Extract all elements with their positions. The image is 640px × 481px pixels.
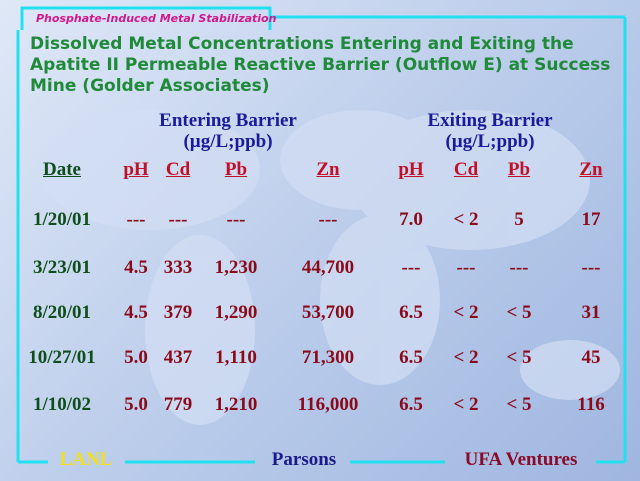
value-cell: 31	[581, 302, 601, 323]
date-cell: 8/20/01	[32, 302, 92, 323]
group-units: (µg/L;ppb)	[445, 131, 535, 152]
value-cell: 71,300	[301, 347, 355, 368]
column-header: pH	[398, 159, 424, 180]
value-cell: ---	[509, 257, 529, 278]
date-cell: 10/27/01	[28, 347, 96, 368]
value-cell: < 2	[453, 302, 479, 323]
value-cell: 4.5	[124, 257, 148, 278]
value-cell: 53,700	[301, 302, 355, 323]
value-cell: 5.0	[124, 394, 148, 415]
value-cell: 1,110	[215, 347, 257, 368]
footer-label: Parsons	[271, 449, 337, 470]
value-cell: < 2	[453, 394, 479, 415]
value-cell: 379	[163, 302, 193, 323]
value-cell: 6.5	[399, 302, 423, 323]
column-header: Zn	[316, 159, 340, 180]
column-header: Zn	[579, 159, 603, 180]
column-header: Pb	[507, 159, 531, 180]
value-cell: 779	[163, 394, 193, 415]
title-line: Mine (Golder Associates)	[30, 76, 270, 96]
group-title: Entering Barrier	[159, 110, 297, 131]
date-cell: 3/23/01	[32, 257, 92, 278]
title-line: Dissolved Metal Concentrations Entering …	[30, 34, 574, 54]
column-header: Date	[43, 159, 81, 180]
footer-label: LANL	[59, 449, 113, 470]
value-cell: 44,700	[301, 257, 355, 278]
value-cell: 45	[581, 347, 601, 368]
value-cell: 7.0	[399, 209, 423, 230]
value-cell: ---	[581, 257, 601, 278]
value-cell: ---	[126, 209, 146, 230]
value-cell: 1,210	[214, 394, 258, 415]
date-cell: 1/20/01	[32, 209, 92, 230]
column-header: pH	[123, 159, 149, 180]
value-cell: < 5	[506, 394, 532, 415]
date-cell: 1/10/02	[32, 394, 92, 415]
value-cell: 116	[577, 394, 605, 415]
value-cell: ---	[456, 257, 476, 278]
value-cell: 116,000	[297, 394, 359, 415]
value-cell: < 5	[506, 302, 532, 323]
value-cell: 333	[163, 257, 193, 278]
footer-label: UFA Ventures	[464, 449, 578, 470]
value-cell: < 5	[506, 347, 532, 368]
value-cell: < 2	[453, 209, 479, 230]
title-line: Apatite II Permeable Reactive Barrier (O…	[30, 55, 611, 75]
tag: Phosphate-Induced Metal Stabilization	[36, 12, 277, 25]
frame	[16, 6, 627, 464]
value-cell: 17	[581, 209, 601, 230]
value-cell: < 2	[453, 347, 479, 368]
value-cell: 6.5	[399, 347, 423, 368]
column-header: Cd	[453, 159, 479, 180]
column-header: Pb	[224, 159, 248, 180]
value-cell: 1,230	[214, 257, 258, 278]
value-cell: ---	[318, 209, 338, 230]
value-cell: ---	[401, 257, 421, 278]
group-units: (µg/L;ppb)	[183, 131, 273, 152]
value-cell: 1,290	[214, 302, 258, 323]
value-cell: 6.5	[399, 394, 423, 415]
world-map	[40, 110, 620, 425]
value-cell: 4.5	[124, 302, 148, 323]
group-title: Exiting Barrier	[427, 110, 553, 131]
value-cell: ---	[226, 209, 246, 230]
column-header: Cd	[165, 159, 191, 180]
value-cell: 5.0	[124, 347, 148, 368]
value-cell: 437	[163, 347, 193, 368]
value-cell: 5	[514, 209, 524, 230]
value-cell: ---	[168, 209, 188, 230]
